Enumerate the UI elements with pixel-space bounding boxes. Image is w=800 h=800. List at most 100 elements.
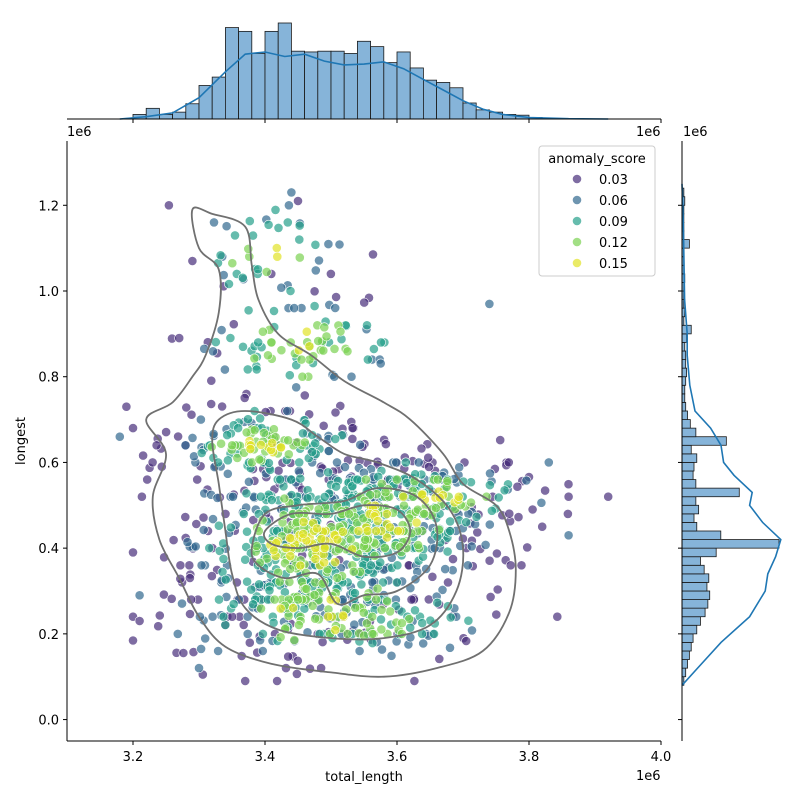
scatter-point	[209, 217, 219, 228]
scatter-point	[276, 282, 287, 293]
scatter-point	[445, 612, 456, 623]
x-hist-bar	[343, 53, 358, 120]
scatter-point	[448, 554, 458, 564]
scatter-point	[224, 279, 234, 289]
legend-marker	[572, 195, 582, 205]
y-hist-bar	[681, 624, 698, 635]
scatter-point	[237, 272, 248, 283]
main-plot: 3.2 3.4 3.6 3.8 4.0 0.0 0.2 0.4 0.6 0.8 1.0 1.2 to…	[14, 119, 682, 785]
scatter-point	[354, 646, 365, 656]
x-hist-bar	[145, 107, 160, 120]
scatter-point	[375, 358, 386, 369]
scatter-point	[466, 541, 477, 552]
scatter-point	[296, 354, 307, 365]
scatter-point	[418, 638, 429, 649]
scatter-point	[384, 522, 395, 533]
scatter-point	[173, 431, 183, 442]
scatter-point	[323, 467, 333, 478]
scatter-point	[233, 423, 243, 433]
scatter-point	[349, 588, 360, 598]
x-hist-bar	[185, 103, 200, 120]
scatter-point	[432, 474, 443, 485]
scatter-point	[225, 333, 236, 343]
scatter-point	[307, 600, 318, 611]
scatter-point	[158, 589, 169, 600]
scatter-point	[347, 481, 358, 491]
scatter-point	[453, 491, 464, 502]
scatter-point	[411, 517, 422, 528]
scatter-point	[283, 435, 293, 446]
scatter-point	[437, 585, 448, 595]
scatter-point	[228, 599, 239, 609]
legend-title: anomaly_score	[548, 152, 646, 167]
y-tick-label: 1.2	[38, 199, 59, 214]
y-hist-bar	[681, 462, 695, 472]
scatter-point	[266, 337, 277, 348]
scatter-point	[409, 676, 420, 686]
scatter-point	[268, 424, 279, 435]
y-hist-bar	[681, 410, 688, 420]
y-tick-label: 0.4	[38, 542, 59, 557]
legend-marker	[572, 216, 582, 226]
scatter-point	[283, 651, 294, 662]
scatter-point	[332, 573, 343, 583]
scatter-point	[442, 546, 453, 557]
scatter-point	[484, 298, 495, 309]
scatter-point	[208, 346, 218, 357]
scatter-point	[543, 457, 554, 468]
scatter-point	[289, 303, 300, 313]
y-hist-bar	[681, 539, 780, 549]
kde-contour	[250, 487, 439, 606]
scatter-point	[385, 606, 395, 617]
y-hist-bar	[681, 642, 692, 652]
scatter-point	[270, 204, 281, 215]
x-hist-bar	[396, 51, 411, 120]
y-hist-bar	[681, 367, 688, 378]
scatter-point	[316, 534, 327, 544]
scatter-point	[213, 520, 224, 531]
y-hist-bar	[681, 659, 688, 669]
scatter-point	[163, 200, 174, 211]
scatter-point	[309, 286, 320, 297]
scatter-point	[307, 446, 318, 457]
y-hist-bar	[681, 599, 709, 609]
scatter-point	[222, 430, 233, 440]
x-hist-bar	[475, 109, 490, 120]
y-tick-label: 0.8	[38, 371, 59, 386]
scatter-point	[218, 611, 229, 622]
scatter-point	[227, 258, 238, 269]
scatter-point	[492, 584, 503, 595]
scatter-point	[527, 504, 538, 515]
scatter-point	[294, 457, 305, 468]
y-hist-bar	[681, 573, 710, 583]
scatter-point	[359, 297, 370, 308]
y-hist-bar	[681, 487, 740, 498]
x-hist-bar	[304, 51, 319, 120]
scatter-point	[177, 598, 187, 609]
scatter-point	[285, 533, 295, 544]
scatter-point	[228, 319, 239, 330]
scatter-point	[434, 654, 445, 664]
scatter-point	[257, 646, 268, 656]
scatter-point	[423, 461, 434, 472]
y-hist-bar	[681, 633, 694, 643]
scatter-point	[243, 476, 254, 487]
y-hist-bar	[681, 359, 687, 369]
scatter-point	[241, 488, 252, 499]
scatter-point	[138, 450, 148, 461]
scatter-point	[238, 341, 248, 352]
y-hist-bar	[681, 590, 711, 600]
scatter-point	[349, 619, 360, 630]
scatter-point	[353, 526, 364, 536]
scatter-point	[198, 512, 209, 523]
scatter-point	[243, 305, 254, 316]
scatter-point	[275, 603, 286, 614]
scatter-point	[174, 333, 185, 343]
scatter-point	[299, 390, 310, 401]
scatter-point	[314, 255, 324, 266]
scatter-point	[331, 481, 341, 492]
scatter-point	[404, 614, 415, 624]
scatter-point	[266, 495, 277, 505]
right-marginal-histogram: 1e6	[681, 125, 782, 741]
scatter-point	[393, 526, 403, 536]
